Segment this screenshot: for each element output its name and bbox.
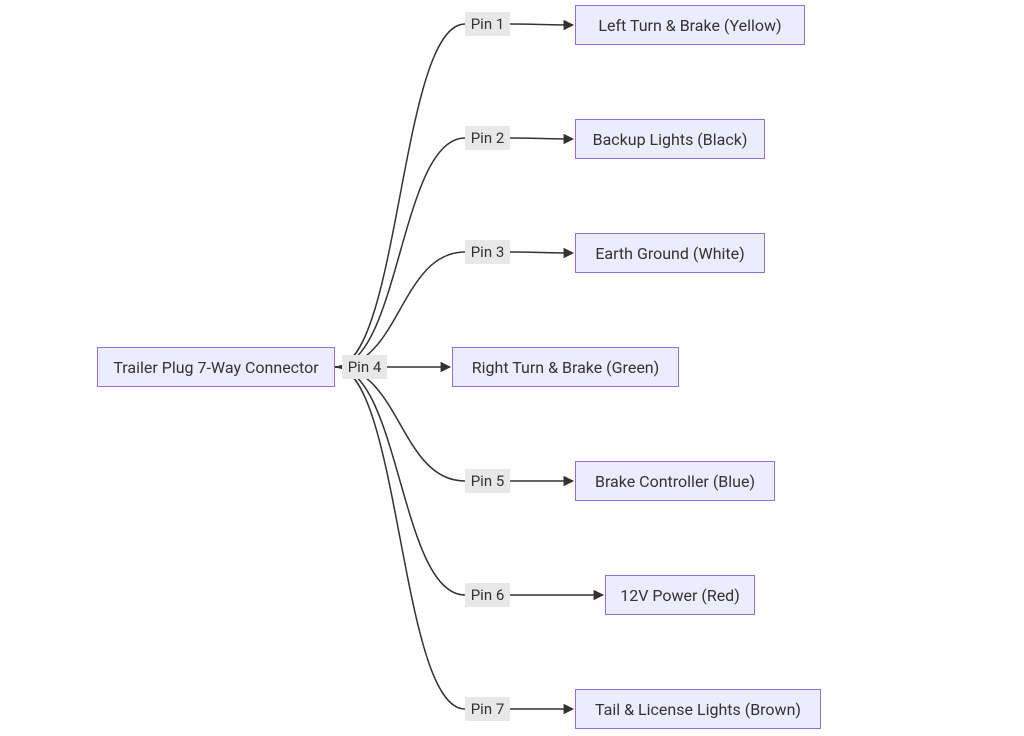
edge-label-to-target-1 xyxy=(510,24,573,25)
target-node-3: Earth Ground (White) xyxy=(575,233,765,273)
edge-source-to-label-7 xyxy=(335,367,465,709)
edge-label-to-target-2 xyxy=(510,138,573,139)
target-node-5: Brake Controller (Blue) xyxy=(575,461,775,501)
target-node-label: Tail & License Lights (Brown) xyxy=(595,700,801,719)
pin-label-7: Pin 7 xyxy=(465,697,510,721)
root-node-label: Trailer Plug 7-Way Connector xyxy=(113,358,318,377)
target-node-label: 12V Power (Red) xyxy=(620,586,740,605)
pin-label-1: Pin 1 xyxy=(465,12,510,36)
edge-source-to-label-3 xyxy=(335,252,465,367)
target-node-label: Brake Controller (Blue) xyxy=(595,472,755,491)
pin-label-text: Pin 3 xyxy=(471,243,505,261)
target-node-6: 12V Power (Red) xyxy=(605,575,755,615)
diagram-stage: Trailer Plug 7-Way Connector Pin 1 Left T… xyxy=(0,0,1024,736)
pin-label-text: Pin 2 xyxy=(471,129,505,147)
root-node: Trailer Plug 7-Way Connector xyxy=(97,347,335,387)
target-node-label: Backup Lights (Black) xyxy=(593,130,748,149)
edge-label-to-target-3 xyxy=(510,252,573,253)
edge-source-to-label-1 xyxy=(335,24,465,367)
edge-source-to-label-6 xyxy=(335,367,465,595)
target-node-1: Left Turn & Brake (Yellow) xyxy=(575,5,805,45)
pin-label-2: Pin 2 xyxy=(465,126,510,150)
target-node-label: Earth Ground (White) xyxy=(595,244,744,263)
pin-label-4: Pin 4 xyxy=(342,355,387,379)
target-node-4: Right Turn & Brake (Green) xyxy=(452,347,679,387)
pin-label-text: Pin 4 xyxy=(348,358,382,376)
pin-label-5: Pin 5 xyxy=(465,469,510,493)
pin-label-3: Pin 3 xyxy=(465,240,510,264)
edge-source-to-label-5 xyxy=(335,367,465,481)
target-node-2: Backup Lights (Black) xyxy=(575,119,765,159)
pin-label-text: Pin 7 xyxy=(471,700,505,718)
pin-label-text: Pin 5 xyxy=(471,472,505,490)
pin-label-6: Pin 6 xyxy=(465,583,510,607)
pin-label-text: Pin 1 xyxy=(471,15,505,33)
edge-source-to-label-2 xyxy=(335,138,465,367)
target-node-7: Tail & License Lights (Brown) xyxy=(575,689,821,729)
pin-label-text: Pin 6 xyxy=(471,586,505,604)
target-node-label: Left Turn & Brake (Yellow) xyxy=(598,16,781,35)
target-node-label: Right Turn & Brake (Green) xyxy=(472,358,659,377)
